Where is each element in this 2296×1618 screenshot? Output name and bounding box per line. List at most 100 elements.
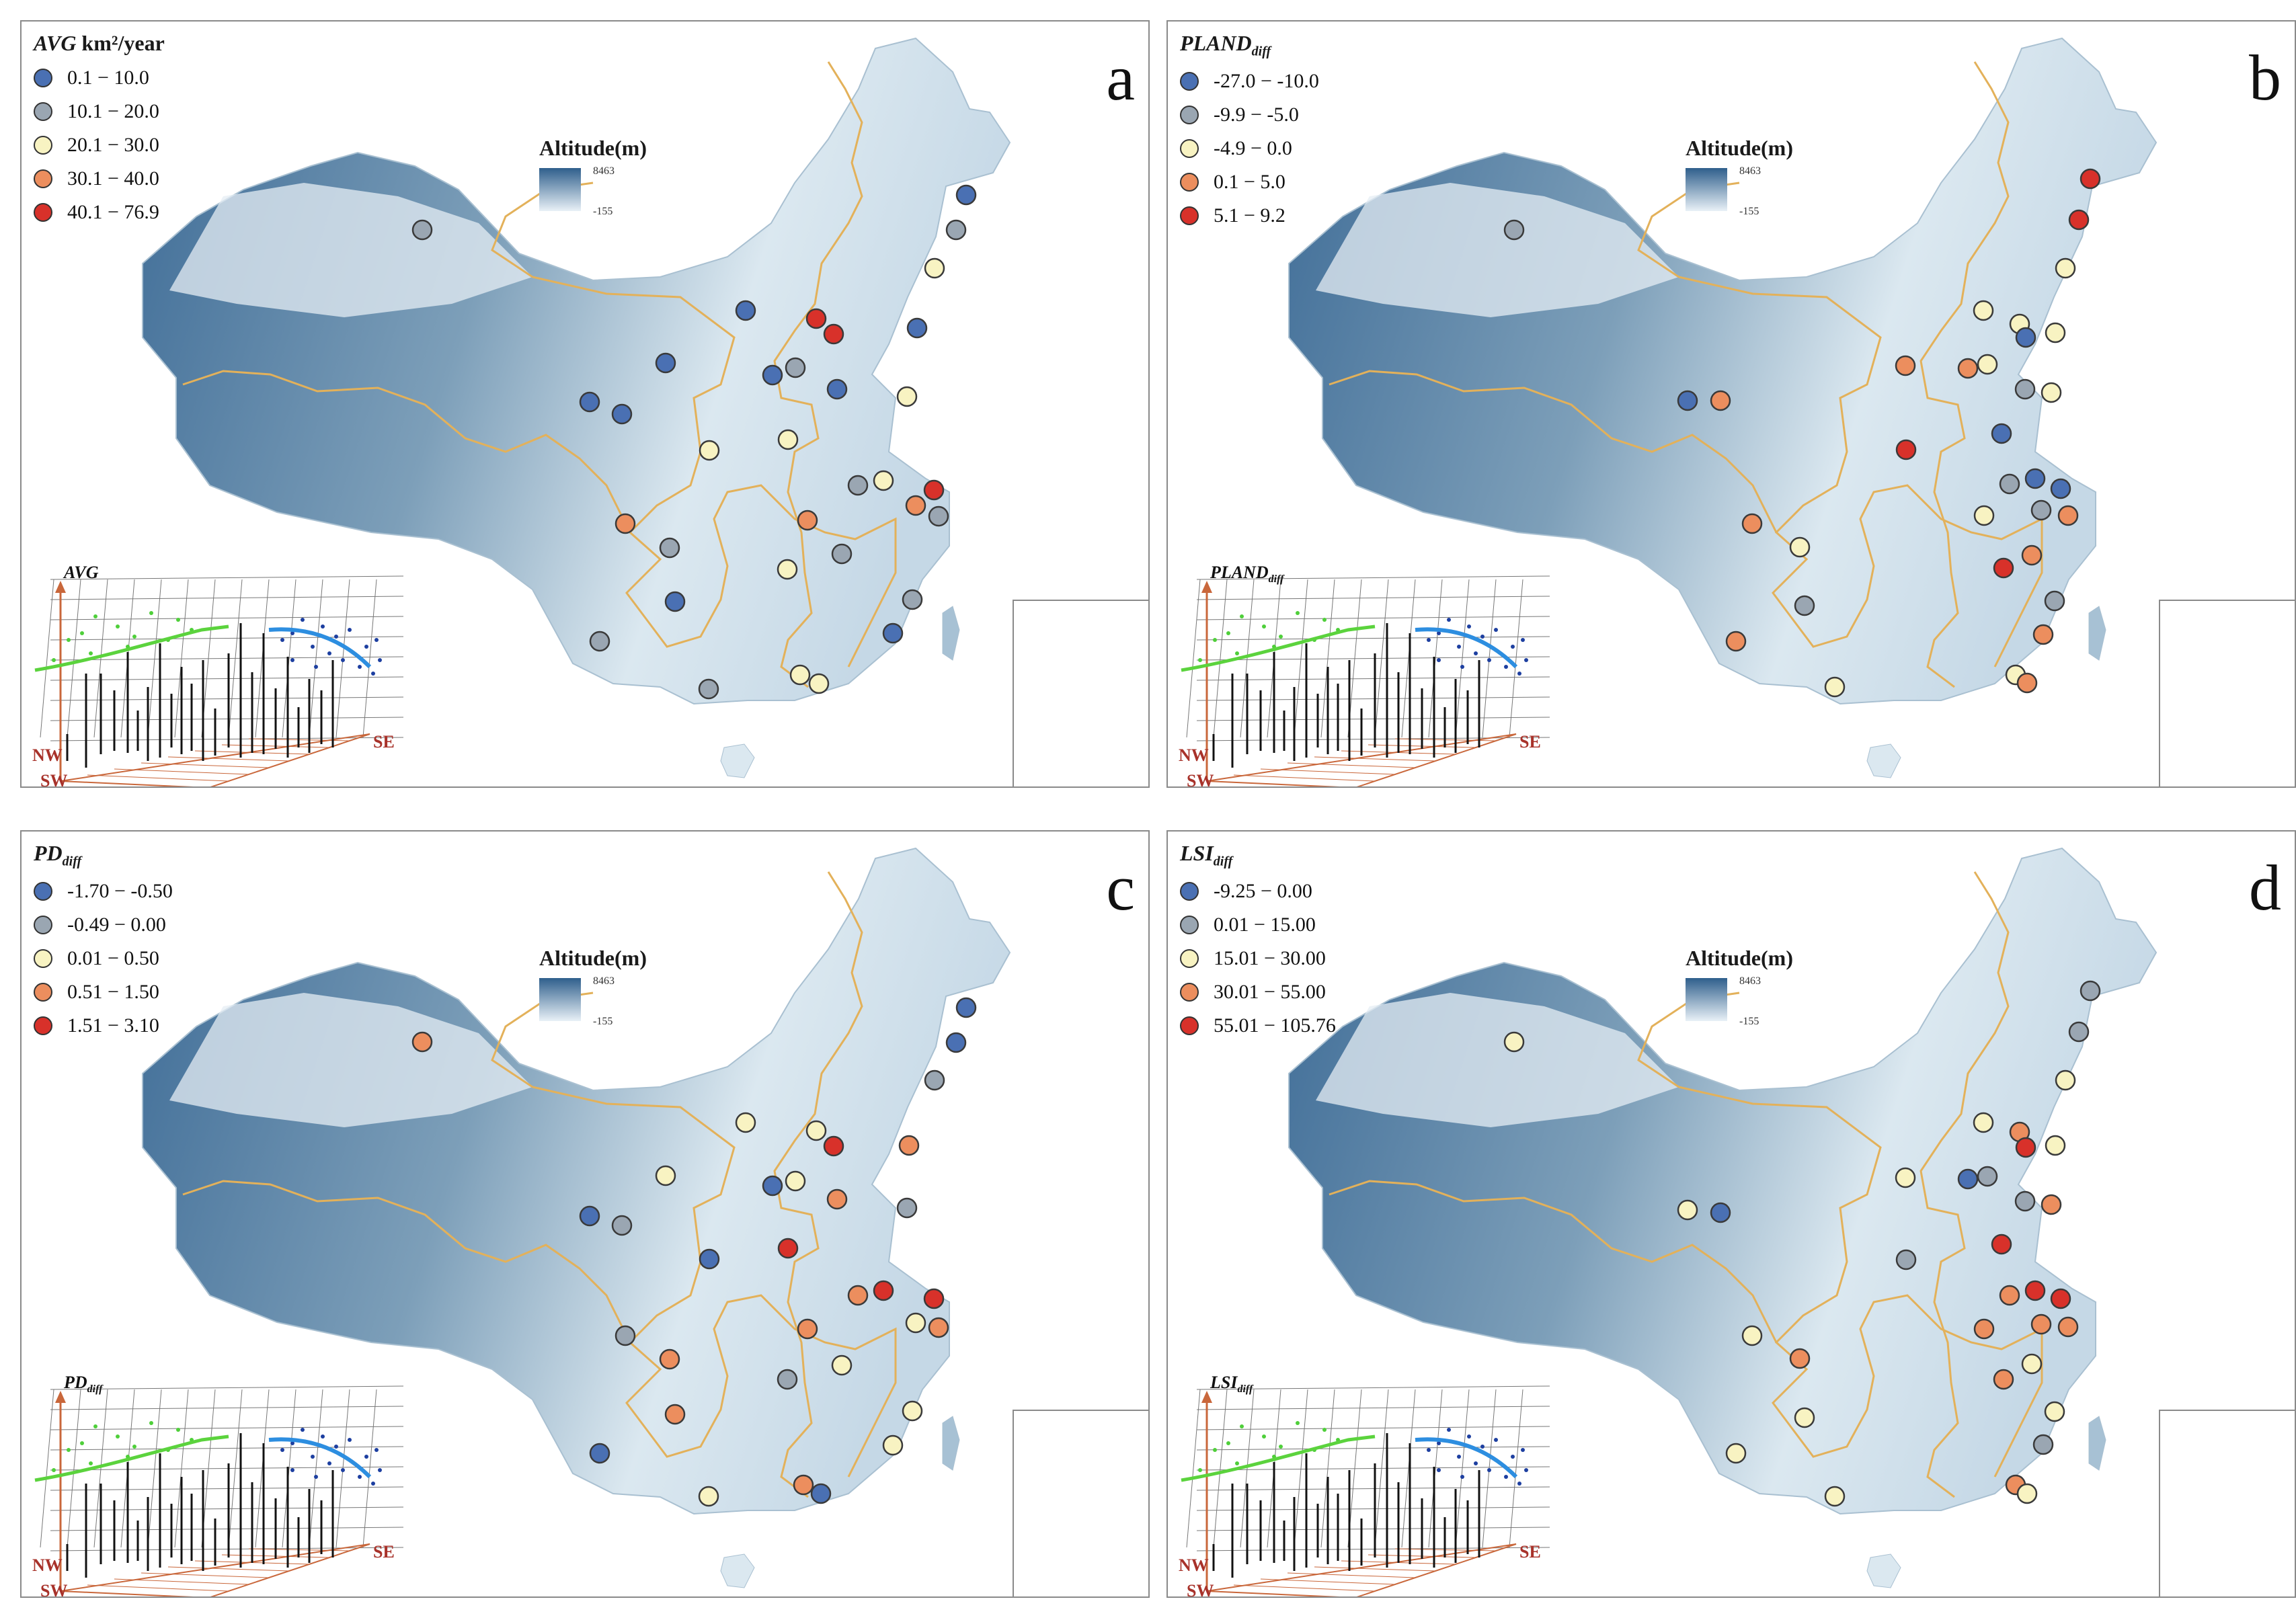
sample-city-point	[2068, 209, 2090, 231]
legend-class-4: 30.01 − 55.00	[1180, 975, 1336, 1009]
region-boundary	[182, 1180, 631, 1343]
se-projection-point	[311, 645, 315, 649]
sample-city-point	[1794, 595, 1815, 616]
grid-line	[1196, 656, 1550, 661]
se-projection-point	[358, 1475, 362, 1479]
grid-line	[1196, 1426, 1550, 1430]
grid-line	[50, 1527, 403, 1531]
sample-city-point	[2016, 672, 2038, 694]
hainan-island	[1866, 743, 1901, 778]
sample-city-point	[873, 470, 894, 491]
se-direction-label: SE	[373, 1542, 395, 1562]
legend-dot	[34, 1016, 52, 1036]
altitude-min: -155	[1739, 206, 1759, 217]
sample-city-point	[2021, 544, 2043, 566]
grid-line	[147, 1389, 162, 1548]
sample-city-point	[1789, 536, 1811, 558]
grid-line	[309, 1389, 323, 1548]
sample-city-point	[664, 591, 686, 612]
legend-dot	[34, 916, 52, 935]
se-projection-point	[1487, 658, 1491, 662]
altitude-title: Altitude(m)	[539, 946, 647, 970]
legend-dot	[34, 882, 52, 901]
legend-dot	[1180, 882, 1199, 901]
se-projection-point	[280, 638, 284, 642]
grid-line	[50, 1486, 403, 1491]
sample-city-point	[2055, 257, 2076, 279]
sample-city-point	[2032, 624, 2054, 645]
sample-city-point	[823, 1135, 844, 1157]
nw-direction-label: NW	[1179, 745, 1209, 765]
se-projection-point	[1521, 638, 1525, 642]
sample-city-point	[2015, 1137, 2036, 1158]
nw-projection-point	[1198, 1468, 1202, 1472]
se-projection-point	[348, 1438, 352, 1442]
grid-line	[1196, 696, 1550, 701]
chart-axis-title-main: AVG	[63, 566, 99, 582]
base-grid-line	[1260, 1578, 1396, 1585]
nw-direction-label: NW	[32, 745, 63, 765]
sample-city-point	[2014, 378, 2036, 400]
sample-city-point	[611, 403, 633, 425]
sample-city-point	[2030, 499, 2052, 521]
grid-line	[1240, 1389, 1255, 1548]
grid-line	[1509, 1389, 1523, 1548]
sample-city-point	[777, 1238, 799, 1259]
region-boundary	[773, 871, 863, 1498]
grid-line	[40, 1389, 54, 1548]
se-projection-point	[1467, 624, 1471, 629]
sample-city-point	[655, 352, 676, 374]
sample-city-point	[2045, 322, 2066, 343]
chart-axis-title: LSIdiff	[1210, 1376, 1254, 1395]
legend-dot	[1180, 983, 1199, 1002]
legend-dot	[1180, 139, 1199, 159]
legend-dot	[34, 203, 52, 222]
sample-city-point	[579, 1205, 600, 1227]
sample-city-point	[611, 1215, 633, 1236]
sample-city-point	[411, 1031, 433, 1053]
nw-trend-line	[1181, 1434, 1376, 1482]
se-projection-point	[321, 1434, 325, 1439]
sample-city-point	[1895, 355, 1916, 376]
sample-city-point	[797, 1318, 818, 1340]
sample-city-point	[1677, 1199, 1698, 1221]
se-projection-point	[1460, 1475, 1464, 1479]
taiwan-island	[2088, 1416, 2106, 1471]
se-trend-line	[1415, 627, 1518, 669]
se-projection-point	[1480, 635, 1485, 639]
region-boundary	[1678, 1086, 2043, 1478]
sample-city-point	[945, 1032, 967, 1053]
grid-line	[67, 579, 81, 738]
south-china-sea-inset	[1013, 1410, 1148, 1596]
sample-city-point	[823, 323, 844, 345]
legend-dot	[1180, 916, 1199, 935]
se-projection-point	[311, 1455, 315, 1459]
se-projection-point	[1511, 645, 1515, 649]
sample-city-point	[589, 631, 610, 652]
z-axis-arrow	[55, 581, 66, 593]
sw-direction-label: SW	[1187, 771, 1214, 788]
grid-line	[1196, 1385, 1550, 1390]
nw-direction-label: NW	[32, 1555, 63, 1575]
grid-line	[50, 636, 403, 641]
sample-city-point	[589, 1443, 610, 1464]
se-projection-point	[1427, 1448, 1431, 1452]
legend-class-2: -9.9 − -5.0	[1180, 98, 1319, 132]
grid-line	[1240, 579, 1255, 738]
sw-direction-label: SW	[40, 1581, 67, 1598]
se-projection-point	[378, 1468, 382, 1472]
basin-lowland	[1316, 183, 1679, 317]
legend-title: LSIdiff	[1180, 841, 1233, 869]
altitude-legend: Altitude(m) 8463 -155	[1686, 946, 1793, 1027]
se-projection-point	[341, 1468, 345, 1472]
nw-projection-point	[132, 1445, 136, 1449]
grid-line	[1294, 1389, 1308, 1548]
sample-city-point	[655, 1165, 676, 1186]
se-projection-point	[301, 1428, 305, 1432]
grid-line	[67, 1389, 81, 1548]
legend-dot	[1180, 949, 1199, 969]
se-projection-point	[314, 1475, 318, 1479]
sample-city-point	[762, 1175, 783, 1197]
z-axis-arrow	[1201, 1391, 1212, 1403]
se-projection-point	[1524, 1468, 1528, 1472]
